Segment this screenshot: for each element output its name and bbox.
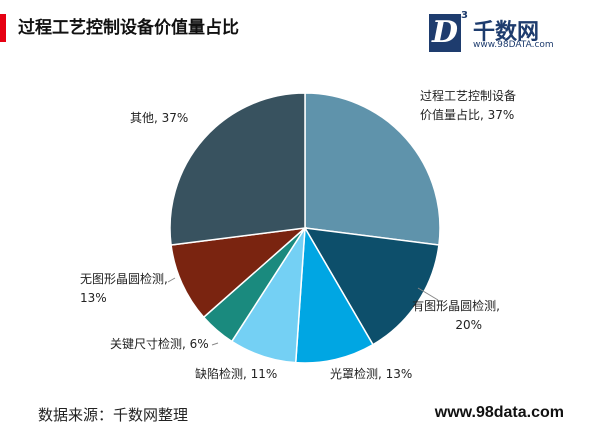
pie-slice [170,226,308,319]
data-source: 数据来源：千数网整理 [38,406,189,424]
pie-slice-label: 无图形晶圆检测, 13% [80,271,168,305]
chart-title: 过程工艺控制设备价值量占比 [18,18,239,38]
pie-slice [303,227,440,346]
pie-slice [304,92,441,246]
pie-leader-lines [167,277,439,346]
title-accent-bar [0,14,6,42]
pie-slice-label: 缺陷检测, 11% [195,366,277,381]
pie-slice [294,225,374,364]
leader-line [417,287,439,301]
pie-slices [169,92,441,364]
pie-slice-label: 光罩检测, 13% [330,366,412,381]
pie-slice-label: 关键尺寸检测, 6% [110,336,209,351]
logo-name: 千数网 [473,20,540,45]
leader-line [211,342,219,346]
logo-url: www.98DATA.com [473,40,554,50]
brand-logo: D 3 千数网 www.98DATA.com [429,10,574,54]
pie-slice [169,92,306,246]
pie-chart: 过程工艺控制设备价值量占比, 37% 有图形晶圆检测, 20% 光罩检测, 13% 缺陷… [80,88,516,381]
pie-labels: 过程工艺控制设备价值量占比, 37% 有图形晶圆检测, 20% 光罩检测, 13% 缺陷… [80,88,516,381]
pie-slice-label: 其他, 37% [130,111,188,125]
logo-badge-superscript: 3 [461,10,468,21]
leader-line [167,277,176,283]
pie-slice-label: 有图形晶圆检测, 20% [412,298,500,332]
footer-url: www.98data.com [434,404,564,421]
logo-badge: D [429,14,461,52]
pie-slice-label: 过程工艺控制设备价值量占比, 37% [420,88,516,122]
